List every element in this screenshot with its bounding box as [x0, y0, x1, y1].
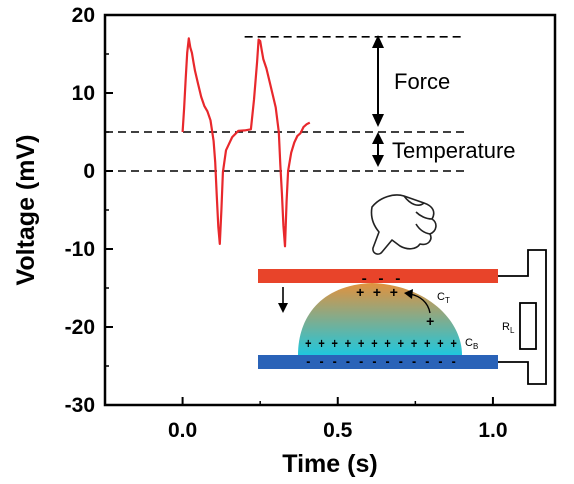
cb-label: CB — [465, 337, 478, 351]
reference-lines — [105, 36, 465, 172]
side-plus-sign: + — [426, 315, 434, 331]
voltage-series-line — [181, 37, 311, 248]
droplet — [298, 283, 462, 355]
x-tick-label: 1.0 — [478, 419, 507, 442]
bottom-electrode — [258, 355, 498, 369]
ct-label: CT — [437, 291, 450, 305]
top-minus-signs: - - - — [360, 272, 402, 288]
rl-label: RL — [502, 321, 515, 335]
bottom-minus-signs: - - - - - - - - - - - - — [305, 355, 457, 371]
force-label: Force — [394, 69, 450, 94]
force-arrowhead-up — [372, 35, 384, 48]
charge-transfer-arrow — [409, 293, 431, 314]
pointing-hand-icon — [370, 194, 437, 255]
top-plus-signs: + + + — [356, 286, 398, 302]
y-tick-label: 0 — [83, 160, 95, 183]
charge-transfer-arrowhead — [404, 289, 413, 299]
y-tick-label: 10 — [72, 82, 95, 105]
temperature-arrowhead-up — [372, 132, 384, 144]
force-arrowhead-down — [372, 114, 384, 127]
top-electrode — [258, 269, 498, 283]
temperature-arrowhead-down — [372, 155, 384, 167]
y-tick-label: -10 — [65, 238, 95, 261]
y-tick-label: 20 — [72, 4, 95, 27]
inset-schematic: - - - + + + + + + + + + + + + + + + + - … — [258, 194, 547, 385]
x-tick-label: 0.5 — [323, 419, 353, 442]
x-tick-label: 0.0 — [168, 419, 197, 442]
force-temperature-annotation: Force Temperature — [372, 35, 516, 167]
load-resistor — [519, 302, 537, 350]
x-axis-title: Time (s) — [282, 450, 377, 478]
y-axis-title: Voltage (mV) — [12, 135, 40, 286]
temperature-label: Temperature — [392, 138, 516, 163]
tick-labels: 0.0 0.5 1.0 20 10 0 -10 -20 -30 — [65, 4, 508, 442]
y-tick-label: -30 — [65, 394, 95, 417]
y-tick-label: -20 — [65, 316, 95, 339]
bottom-plus-signs: + + + + + + + + + + + + — [305, 337, 457, 353]
load-circuit — [498, 249, 547, 385]
down-arrow-icon — [278, 287, 288, 313]
